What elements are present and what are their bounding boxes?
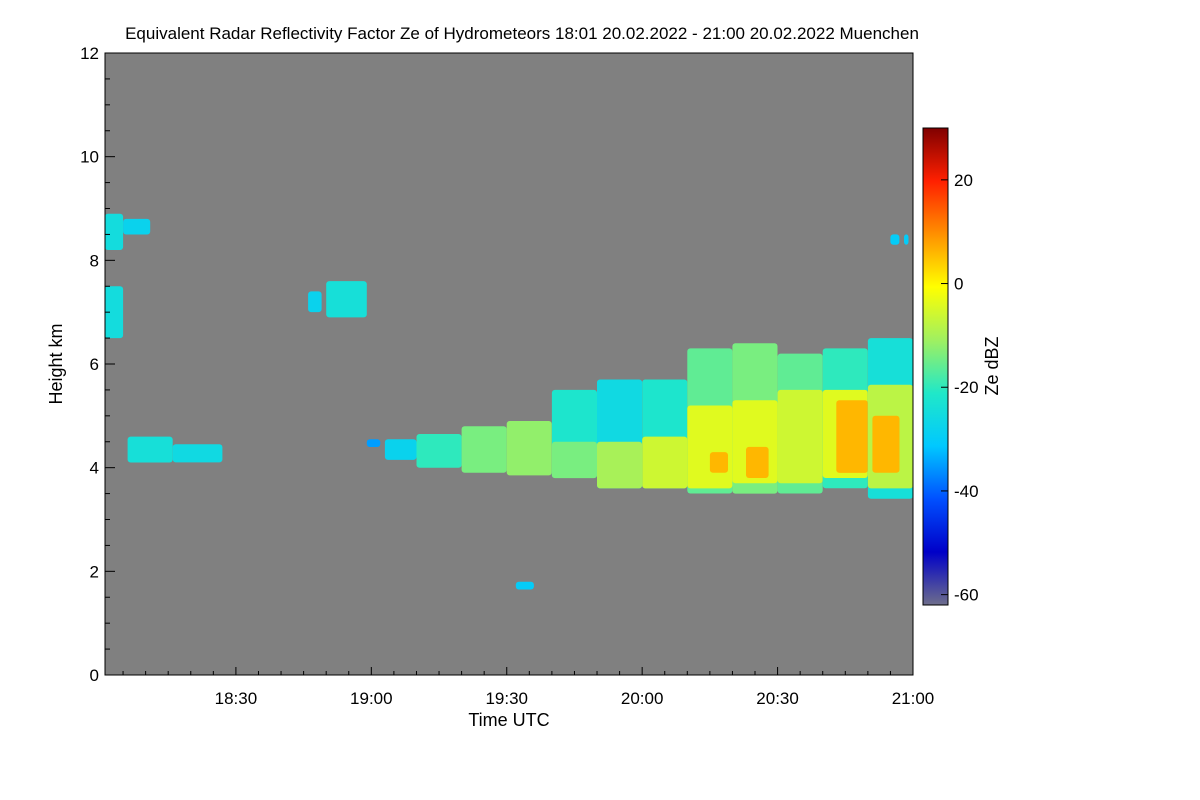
echo-cell: [551, 441, 597, 479]
echo-cell: [308, 291, 322, 313]
colorbar: [922, 127, 949, 606]
echo-cell: [597, 441, 643, 489]
colorbar-label: Ze dBZ: [982, 336, 1002, 395]
colorbar-tick-label: 0: [954, 275, 963, 294]
y-tick-label: 4: [90, 459, 99, 478]
x-axis: 18:30 19:00 19:30 20:00 20:30 21:00: [122, 667, 935, 708]
echo-cell: [836, 400, 868, 473]
echo-cell: [642, 436, 688, 489]
echo-cell: [506, 421, 552, 476]
echo-cell: [105, 213, 124, 250]
echo-cell: [172, 444, 223, 463]
chart-title: Equivalent Radar Reflectivity Factor Ze …: [125, 24, 919, 43]
echo-cell: [384, 439, 417, 460]
y-tick-label: 10: [80, 148, 99, 167]
x-tick-label: 20:30: [756, 689, 799, 708]
echo-cell: [515, 581, 534, 590]
y-tick-label: 0: [90, 666, 99, 685]
echo-cell: [890, 234, 900, 245]
echo-cell: [123, 218, 151, 235]
y-tick-label: 12: [80, 44, 99, 63]
echo-cell: [904, 234, 909, 245]
echo-cell: [326, 281, 367, 318]
x-tick-label: 21:00: [892, 689, 935, 708]
x-axis-label: Time UTC: [468, 710, 549, 730]
echo-cell: [746, 446, 769, 478]
colorbar-tick-label: -20: [954, 378, 979, 397]
x-tick-label: 19:00: [350, 689, 393, 708]
echo-cell: [872, 415, 900, 473]
x-tick-label: 19:30: [485, 689, 528, 708]
colorbar-tick-label: 20: [954, 171, 973, 190]
y-tick-label: 2: [90, 562, 99, 581]
echo-cell: [105, 286, 124, 339]
echo-cell: [416, 434, 462, 468]
echo-cell: [777, 389, 823, 484]
y-tick-label: 6: [90, 355, 99, 374]
x-tick-label: 18:30: [215, 689, 258, 708]
y-axis: 0 2 4 6 8 10 12: [80, 44, 115, 685]
y-axis-label: Height km: [46, 323, 66, 404]
echo-cell: [461, 426, 507, 473]
reflectivity-echoes: [105, 213, 913, 590]
echo-cell: [687, 405, 733, 489]
x-tick-label: 20:00: [621, 689, 664, 708]
colorbar-tick-label: -40: [954, 482, 979, 501]
y-tick-label: 8: [90, 251, 99, 270]
echo-cell: [366, 439, 381, 447]
echo-cell: [709, 452, 728, 473]
colorbar-ticks: -60 -40 -20 0 20: [941, 171, 979, 605]
echo-cell: [127, 436, 173, 463]
colorbar-tick-label: -60: [954, 586, 979, 605]
